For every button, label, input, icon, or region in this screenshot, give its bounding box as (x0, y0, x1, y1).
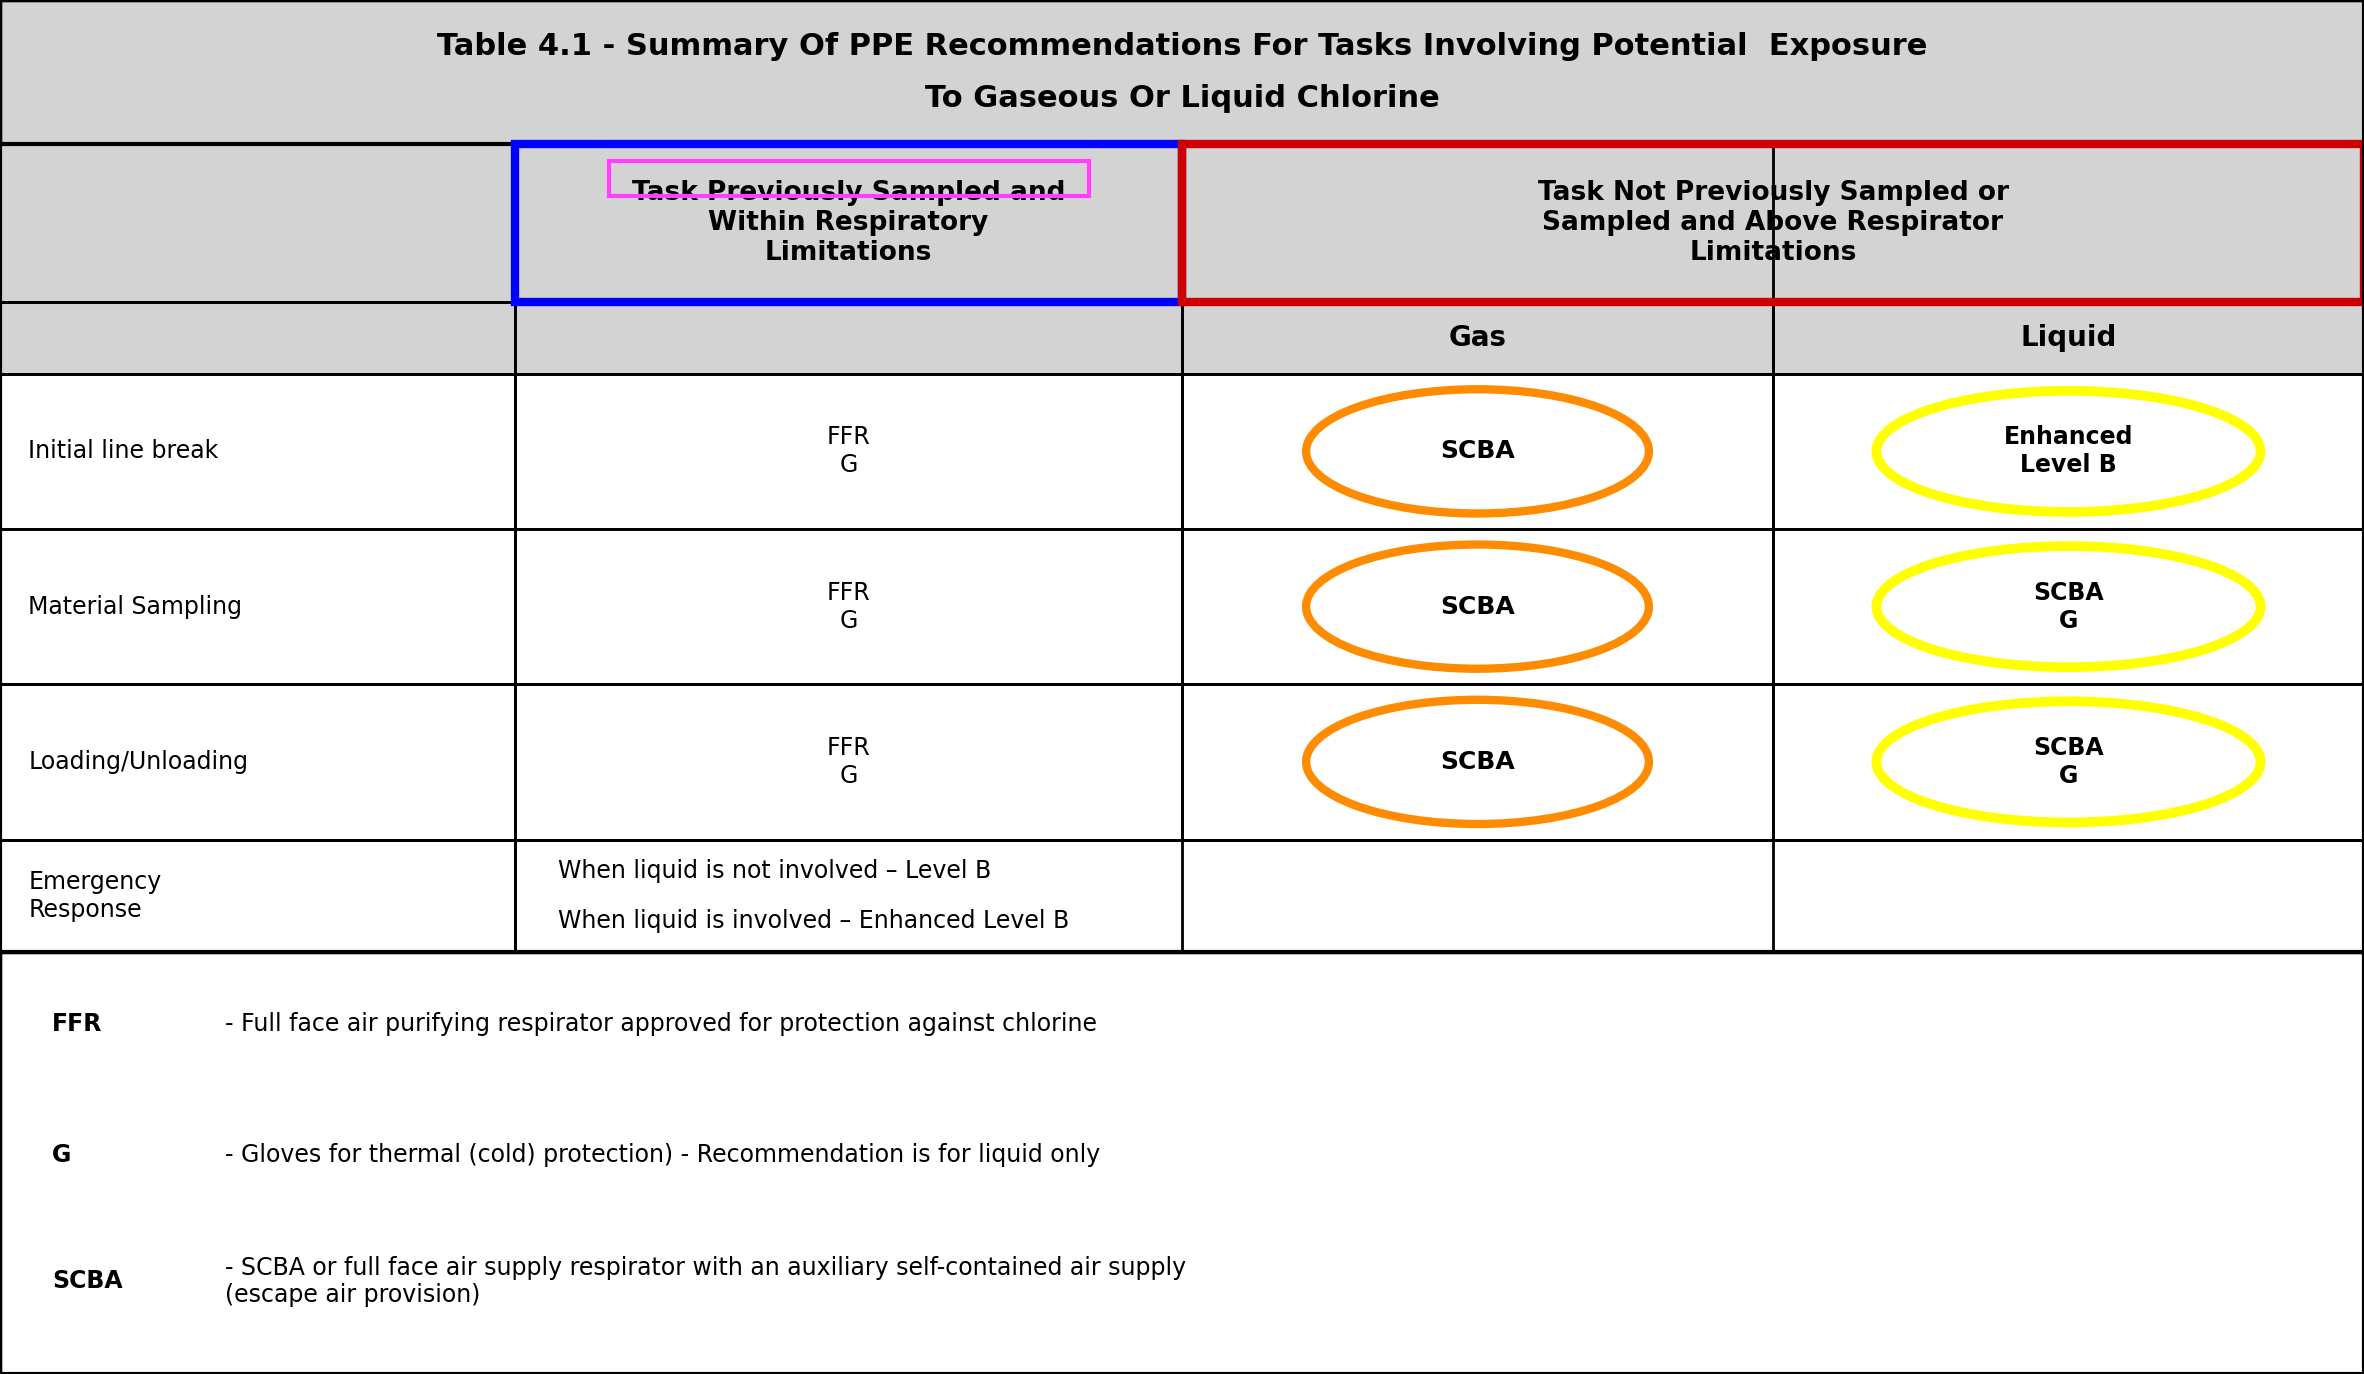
Text: - SCBA or full face air supply respirator with an auxiliary self-contained air s: - SCBA or full face air supply respirato… (225, 1256, 1187, 1279)
Bar (1182, 529, 1773, 684)
Text: FFR
G: FFR G (827, 426, 870, 477)
Bar (515, 374, 1182, 529)
Text: (escape air provision): (escape air provision) (225, 1283, 480, 1307)
Bar (1182, 302, 1773, 374)
Bar (515, 302, 1182, 374)
Bar (1182, 144, 2364, 302)
Bar (0, 529, 515, 684)
Bar (0, 684, 515, 840)
Bar (0, 374, 515, 529)
Text: - Full face air purifying respirator approved for protection against chlorine: - Full face air purifying respirator app… (225, 1011, 1097, 1036)
Text: Emergency
Response: Emergency Response (28, 870, 161, 922)
Text: FFR
G: FFR G (827, 736, 870, 787)
Text: G: G (52, 1143, 71, 1167)
Bar (0, 952, 2364, 1374)
Text: SCBA
G: SCBA G (2033, 736, 2104, 787)
Bar (515, 684, 1182, 840)
Text: SCBA: SCBA (52, 1270, 123, 1293)
Bar (515, 840, 2364, 952)
Text: When liquid is not involved – Level B: When liquid is not involved – Level B (558, 859, 991, 883)
Text: To Gaseous Or Liquid Chlorine: To Gaseous Or Liquid Chlorine (924, 84, 1440, 113)
Bar (0, 302, 515, 374)
Text: - Gloves for thermal (cold) protection) - Recommendation is for liquid only: - Gloves for thermal (cold) protection) … (225, 1143, 1099, 1167)
Bar (1773, 684, 2364, 840)
Text: Task Not Previously Sampled or
Sampled and Above Respirator
Limitations: Task Not Previously Sampled or Sampled a… (1537, 180, 2009, 267)
Text: Enhanced
Level B: Enhanced Level B (2005, 426, 2132, 477)
Text: FFR
G: FFR G (827, 581, 870, 632)
Text: Liquid: Liquid (2021, 324, 2116, 352)
Text: SCBA: SCBA (1440, 595, 1515, 618)
Text: Table 4.1 - Summary Of PPE Recommendations For Tasks Involving Potential  Exposu: Table 4.1 - Summary Of PPE Recommendatio… (437, 32, 1927, 60)
Bar (515, 144, 1182, 302)
Text: FFR: FFR (52, 1011, 102, 1036)
Bar (515, 144, 1182, 302)
Bar (1182, 684, 1773, 840)
Bar (1182, 144, 2364, 302)
Text: SCBA: SCBA (1440, 440, 1515, 463)
Text: Task Previously Sampled and
Within Respiratory
Limitations: Task Previously Sampled and Within Respi… (631, 180, 1066, 267)
Text: Gas: Gas (1449, 324, 1506, 352)
Bar (608, 161, 1090, 195)
Text: Material Sampling: Material Sampling (28, 595, 243, 618)
Text: When liquid is involved – Enhanced Level B: When liquid is involved – Enhanced Level… (558, 908, 1069, 933)
Text: SCBA: SCBA (1440, 750, 1515, 774)
Text: Initial line break: Initial line break (28, 440, 217, 463)
Bar (0, 840, 515, 952)
Bar (1773, 529, 2364, 684)
Bar (1773, 374, 2364, 529)
Bar (1182, 374, 1773, 529)
Bar (0, 144, 515, 302)
Bar (515, 529, 1182, 684)
Bar (0, 0, 2364, 144)
Bar (1773, 302, 2364, 374)
Text: SCBA
G: SCBA G (2033, 581, 2104, 632)
Text: Loading/Unloading: Loading/Unloading (28, 750, 248, 774)
